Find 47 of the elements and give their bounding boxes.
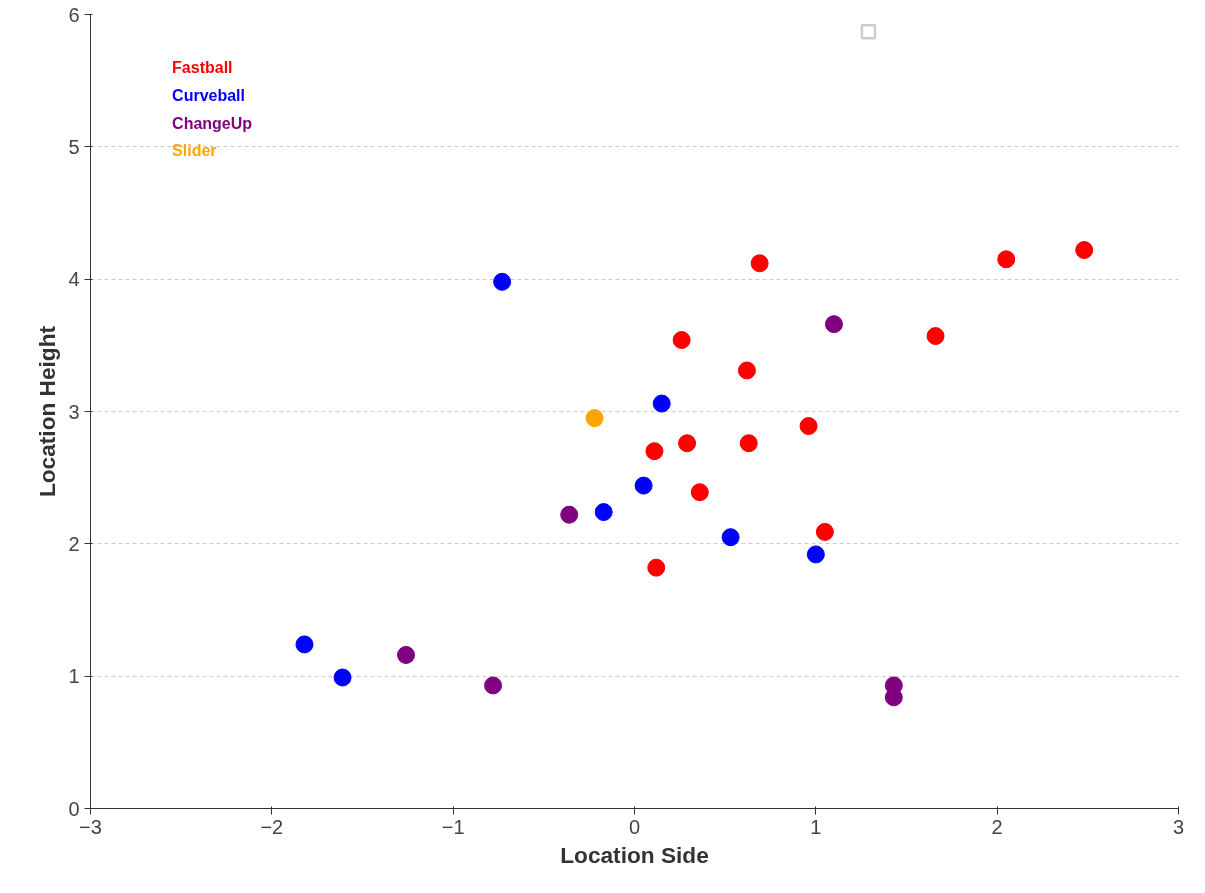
point [815,522,834,541]
x-tick-label: 1 [810,815,822,838]
x-tick-label: −1 [441,815,465,838]
x-tick-label: 3 [1172,815,1185,838]
x-tick-label: −2 [260,815,284,838]
text: Fastball [172,58,233,76]
point [645,442,664,461]
point [652,394,671,413]
point [484,676,503,695]
point [493,272,512,291]
point [860,23,877,40]
point [594,503,613,522]
x-axis-title: Location Side [560,841,709,868]
point [672,331,691,350]
point [750,254,769,273]
y-tick-label: 0 [68,797,80,820]
point [397,646,416,664]
point [997,250,1016,269]
point [824,315,843,334]
point [647,558,666,577]
y-tick-label: 5 [68,135,80,158]
point [295,635,314,654]
x-tick-label: 2 [991,815,1003,838]
point [690,483,709,502]
point [739,434,758,453]
y-tick-label: 3 [68,400,80,423]
x-tick-label: −3 [79,815,102,838]
text: Slider [172,142,217,160]
point [678,434,697,453]
y-tick-label: 2 [68,532,80,555]
y-axis-title: Location Height [34,325,61,498]
point [560,505,579,524]
point [799,417,818,436]
point [585,409,604,428]
point [1075,241,1094,260]
text: ChangeUp [172,114,253,132]
point [634,476,653,495]
text: Curveball [172,86,246,104]
y-tick-label: 1 [68,665,80,688]
point [806,545,825,564]
point [926,327,945,346]
y-tick-label: 4 [68,268,80,291]
x-tick-label: 0 [628,815,641,838]
point [333,668,352,687]
point [737,361,756,380]
y-tick-label: 6 [68,3,80,26]
point [721,528,740,547]
